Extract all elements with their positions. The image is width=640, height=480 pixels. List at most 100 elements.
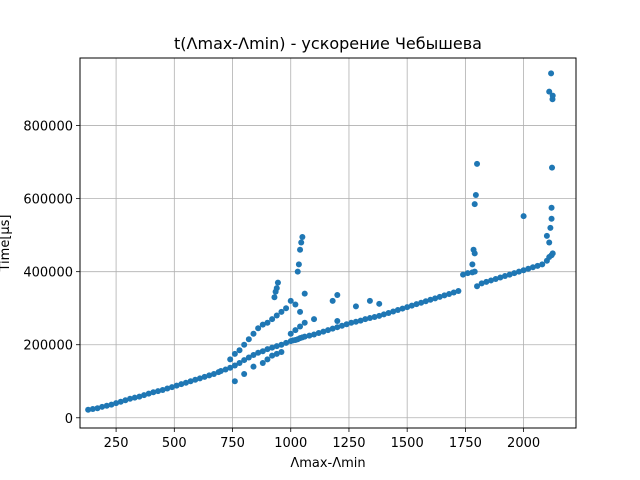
data-point [89, 406, 96, 413]
data-point [534, 262, 541, 269]
data-point [501, 273, 508, 280]
data-point [483, 278, 490, 285]
data-point [515, 268, 522, 275]
data-point [299, 233, 306, 240]
data-point [549, 250, 556, 257]
data-point [117, 398, 124, 405]
data-point [201, 373, 208, 380]
x-tick-label: 250 [104, 436, 129, 451]
data-point [394, 307, 401, 314]
data-point [520, 267, 527, 274]
data-point [210, 370, 217, 377]
y-axis-ticks: 0 200000 400000 600000 800000 [23, 120, 80, 427]
data-point [136, 393, 143, 400]
data-point [390, 308, 397, 315]
data-point [283, 305, 290, 312]
x-tick-label: 1750 [449, 436, 482, 451]
data-point [245, 336, 252, 343]
x-tick-label: 750 [220, 436, 245, 451]
data-point [371, 313, 378, 320]
data-point [94, 405, 101, 412]
data-point [546, 88, 553, 95]
data-point [287, 297, 294, 304]
data-point [108, 401, 115, 408]
data-point [155, 388, 162, 395]
scatter-points [85, 70, 556, 413]
data-point [145, 390, 152, 397]
data-point [441, 292, 448, 299]
data-point [245, 354, 252, 361]
data-point [348, 319, 355, 326]
data-point [376, 312, 383, 319]
data-point [549, 92, 556, 99]
data-point [164, 385, 171, 392]
y-tick-label: 0 [65, 412, 73, 427]
data-point [182, 379, 189, 386]
data-point [306, 332, 313, 339]
data-point [259, 359, 266, 366]
data-point [287, 330, 294, 337]
data-point [273, 350, 280, 357]
data-point [250, 330, 257, 337]
data-point [222, 366, 229, 373]
data-point [301, 333, 308, 340]
data-point [311, 331, 318, 338]
data-point [271, 294, 278, 301]
data-point [549, 164, 556, 171]
data-point [325, 327, 331, 334]
data-point [250, 363, 257, 370]
data-point [292, 327, 299, 334]
data-point [376, 300, 383, 307]
data-point [278, 308, 285, 315]
data-point [329, 297, 336, 304]
data-point [294, 268, 301, 275]
data-point [227, 364, 234, 371]
data-point [329, 325, 336, 332]
data-point [455, 288, 462, 295]
data-point [99, 403, 106, 410]
data-point [259, 348, 266, 355]
data-point [520, 213, 527, 220]
data-point [418, 299, 425, 306]
data-point [446, 290, 453, 297]
data-point [295, 261, 302, 268]
data-point [334, 324, 341, 331]
data-point [255, 325, 262, 332]
data-point [273, 312, 280, 319]
chart-title: t(Λmax-Λmin) - ускорение Чебышева [174, 34, 482, 53]
data-point [127, 395, 134, 402]
x-tick-label: 2000 [507, 436, 540, 451]
plot-area-frame [79, 57, 577, 429]
data-point [264, 319, 271, 326]
data-point [192, 376, 199, 383]
data-point [366, 315, 373, 322]
data-point [511, 270, 518, 277]
data-point [352, 318, 359, 325]
data-point [236, 359, 243, 366]
data-point [278, 341, 285, 348]
data-point [113, 400, 120, 407]
data-point [464, 270, 471, 277]
data-point [231, 362, 238, 369]
x-tick-label: 1250 [332, 436, 365, 451]
data-point [217, 368, 224, 375]
data-point [297, 323, 304, 330]
data-point [385, 309, 392, 316]
data-point [274, 279, 281, 286]
data-point [273, 285, 280, 292]
data-point [255, 349, 262, 356]
data-point [141, 392, 148, 399]
data-point [408, 302, 415, 309]
data-point [187, 378, 194, 385]
data-point [548, 215, 555, 222]
data-point [366, 297, 373, 304]
data-point [196, 375, 203, 382]
grid [80, 58, 576, 428]
data-point [472, 191, 479, 198]
y-tick-label: 800000 [23, 120, 73, 135]
data-point [399, 305, 406, 312]
data-point [320, 328, 327, 335]
data-point [357, 317, 364, 324]
data-point [178, 381, 185, 388]
y-tick-label: 200000 [23, 339, 73, 354]
